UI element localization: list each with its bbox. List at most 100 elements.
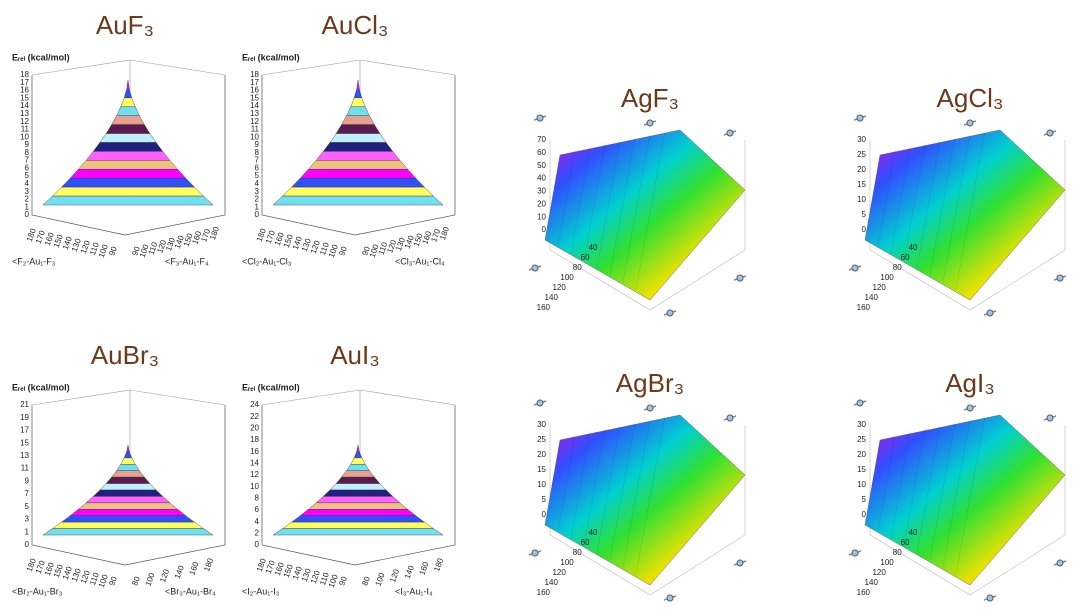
x-tick-label: 140 — [545, 578, 559, 587]
y-tick-label: 0 — [542, 510, 547, 519]
y-tick-label: 0 — [255, 540, 260, 549]
y-tick-label: 30 — [857, 135, 866, 144]
z-tick-label: 180 — [432, 556, 445, 572]
x-tick-label: 160 — [43, 561, 56, 577]
mesh-line — [622, 418, 651, 568]
y-tick-label: 10 — [857, 480, 866, 489]
y-tick-label: 17 — [250, 78, 259, 87]
surface-band — [92, 489, 164, 497]
x-tick-label: 140 — [61, 565, 74, 581]
surface-band — [281, 521, 435, 529]
frame — [31, 405, 226, 566]
y-tick-label: 6 — [255, 163, 260, 172]
x-tick-label: 80 — [573, 263, 582, 272]
surface-band — [322, 489, 394, 497]
y-tick-label: 2 — [25, 195, 30, 204]
molecule-atom — [646, 119, 654, 127]
x-tick-label: 160 — [273, 231, 286, 247]
y-tick-label: 13 — [20, 109, 29, 118]
y-tick-label: 11 — [21, 125, 30, 134]
surface-band — [291, 178, 425, 188]
z-tick-label: 120 — [388, 567, 401, 583]
y-tick-label: 14 — [20, 101, 29, 110]
z-tick-label: 80 — [360, 575, 372, 587]
z-tick-label: 170 — [429, 227, 442, 243]
surface-band — [61, 178, 195, 188]
x-tick-label: 120 — [552, 283, 566, 292]
molecule-atom — [856, 399, 864, 407]
surface-band — [353, 451, 363, 459]
y-tick-label: 25 — [537, 435, 546, 444]
z-tick-label: 100 — [374, 571, 387, 587]
mesh-line — [942, 133, 971, 283]
z-tick-label: 100 — [368, 243, 381, 259]
surface-band — [307, 502, 409, 510]
y-tick-label: 4 — [255, 179, 260, 188]
z-axis-label: <F₃-Au₁-F₄ — [165, 256, 209, 266]
y-tick-label: 2 — [255, 195, 260, 204]
y-tick-label: 3 — [25, 515, 30, 524]
y-tick-label: 25 — [857, 435, 866, 444]
surface — [544, 414, 746, 586]
surface-band — [99, 483, 157, 491]
y-tick-label: 5 — [542, 495, 547, 504]
x-tick-label: 130 — [300, 567, 313, 583]
x-tick-label: 40 — [909, 528, 918, 537]
surface-band — [126, 79, 130, 90]
z-tick-label: 140 — [403, 234, 416, 250]
surface-band — [290, 515, 426, 523]
x-tick-label: 130 — [300, 237, 313, 253]
mesh-line — [890, 430, 911, 540]
z-tick-label: 140 — [403, 564, 416, 580]
y-tick-label: 1 — [255, 202, 260, 211]
molecule-atom — [726, 129, 734, 137]
mesh-line — [955, 130, 986, 290]
x-tick-label: 170 — [34, 559, 47, 575]
mesh-line — [609, 421, 636, 561]
z-tick-label: 160 — [188, 560, 201, 576]
y-tick-label: 10 — [857, 195, 866, 204]
panel-title: AgCl₃ — [937, 83, 1004, 113]
x-tick-label: 110 — [318, 241, 331, 257]
y-tick-label: 10 — [537, 212, 546, 221]
z-tick-label: 180 — [202, 556, 215, 572]
x-tick-label: 100 — [880, 558, 894, 567]
panel-title: AuI₃ — [330, 340, 380, 370]
mesh-line — [877, 148, 896, 248]
surface — [544, 129, 746, 301]
z-tick-label: 110 — [147, 240, 160, 256]
y-tick-label: 10 — [20, 132, 29, 141]
x-tick-label: 40 — [589, 528, 598, 537]
surface-band — [341, 470, 375, 478]
z-tick-label: 80 — [130, 575, 142, 587]
y-tick-label: 0 — [862, 510, 867, 519]
y-axis-label: Eᵣₑₗ (kcal/mol) — [242, 382, 300, 392]
mesh-line — [903, 142, 926, 262]
mesh-line — [916, 424, 941, 554]
z-tick-label: 160 — [418, 560, 431, 576]
z-tick-label: 140 — [173, 564, 186, 580]
molecule-atom — [646, 404, 654, 412]
y-tick-label: 15 — [537, 465, 546, 474]
x-tick-label: 140 — [865, 578, 879, 587]
frame — [261, 75, 456, 236]
surface-band — [353, 88, 363, 99]
z-tick-label: 180 — [438, 225, 451, 241]
z-tick-label: 150 — [182, 232, 195, 248]
frame — [31, 75, 226, 236]
y-tick-label: 13 — [250, 109, 259, 118]
x-tick-label: 180 — [255, 227, 268, 243]
x-tick-label: 160 — [857, 588, 871, 597]
mesh-line — [583, 142, 606, 262]
x-tick-label: 60 — [581, 538, 590, 547]
y-tick-label: 18 — [250, 70, 259, 79]
mesh-line — [557, 433, 576, 533]
y-tick-label: 3 — [25, 187, 30, 196]
y-tick-label: 70 — [537, 135, 546, 144]
y-tick-label: 20 — [857, 450, 866, 459]
x-tick-label: 170 — [34, 229, 47, 245]
x-tick-label: 160 — [537, 303, 551, 312]
x-tick-label: 100 — [97, 573, 110, 589]
y-tick-label: 12 — [250, 117, 259, 126]
